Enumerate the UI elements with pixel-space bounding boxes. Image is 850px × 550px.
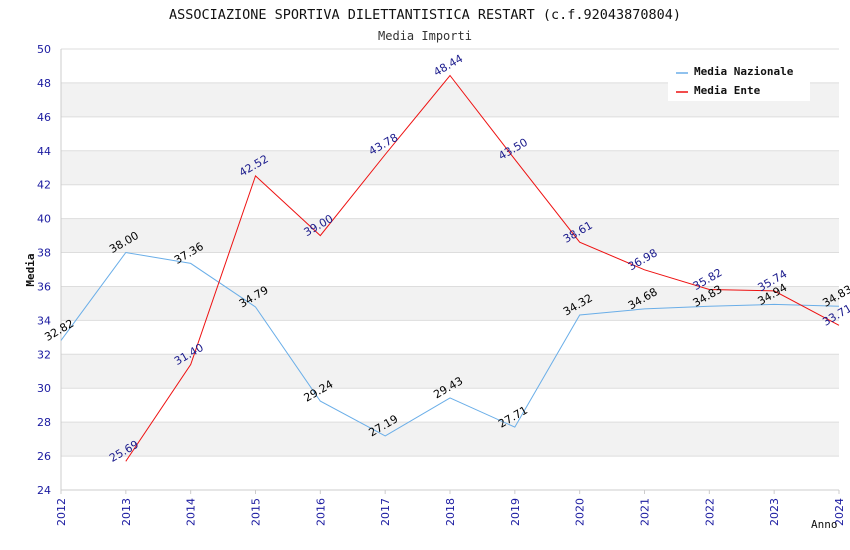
x-tick-label: 2012 [55, 498, 68, 526]
x-tick-label: 2020 [574, 498, 587, 526]
y-axis-label: Media [24, 253, 37, 286]
y-tick-label: 36 [37, 280, 51, 293]
x-tick-label: 2023 [768, 498, 781, 526]
y-tick-label: 28 [37, 416, 51, 429]
x-tick-label: 2014 [185, 498, 198, 526]
chart-subtitle: Media Importi [378, 29, 472, 43]
x-tick-label: 2022 [703, 498, 716, 526]
y-tick-labels: 24 26 28 30 32 34 36 38 40 42 44 46 48 50 [37, 43, 51, 497]
y-tick-label: 34 [37, 314, 51, 327]
y-tick-label: 50 [37, 43, 51, 56]
x-tick-label: 2017 [379, 498, 392, 526]
y-tick-label: 44 [37, 145, 51, 158]
series-line-media-nazionale [60, 251, 840, 437]
x-tick-label: 2021 [639, 498, 652, 526]
x-tick-label: 2013 [120, 498, 133, 526]
x-tick-labels: 2012 2013 2014 2015 2016 2017 2018 2019 2020 2021… [55, 498, 846, 526]
series-line-media-ente [125, 74, 840, 462]
legend-label-media-ente: Media Ente [694, 84, 761, 97]
grid-band [61, 150, 839, 185]
x-tick-label: 2019 [509, 498, 522, 526]
x-axis-label: Anno [811, 518, 838, 531]
grid-band [61, 354, 839, 389]
y-tick-label: 32 [37, 348, 51, 361]
grid-band [61, 286, 839, 321]
chart-title: ASSOCIAZIONE SPORTIVA DILETTANTISTICA RE… [169, 7, 681, 23]
axes [60, 49, 840, 494]
y-tick-label: 42 [37, 179, 51, 192]
x-tick-label: 2024 [833, 498, 846, 526]
legend: Media Nazionale Media Ente [668, 60, 810, 101]
x-tick-label: 2018 [444, 498, 457, 526]
y-tick-label: 46 [37, 111, 51, 124]
x-tick-label: 2016 [314, 498, 327, 526]
grid-band [61, 422, 839, 457]
y-tick-label: 38 [37, 247, 51, 260]
data-label: 48.44 [431, 52, 465, 79]
y-tick-label: 26 [37, 450, 51, 463]
grid-band [61, 218, 839, 253]
x-tick-label: 2015 [250, 498, 263, 526]
y-tick-label: 40 [37, 213, 51, 226]
y-tick-label: 48 [37, 77, 51, 90]
y-tick-label: 30 [37, 382, 51, 395]
grid-bands [61, 82, 839, 457]
y-tick-label: 24 [37, 484, 51, 497]
series-lines [60, 74, 840, 462]
legend-box [668, 60, 810, 101]
legend-label-media-nazionale: Media Nazionale [694, 65, 794, 78]
